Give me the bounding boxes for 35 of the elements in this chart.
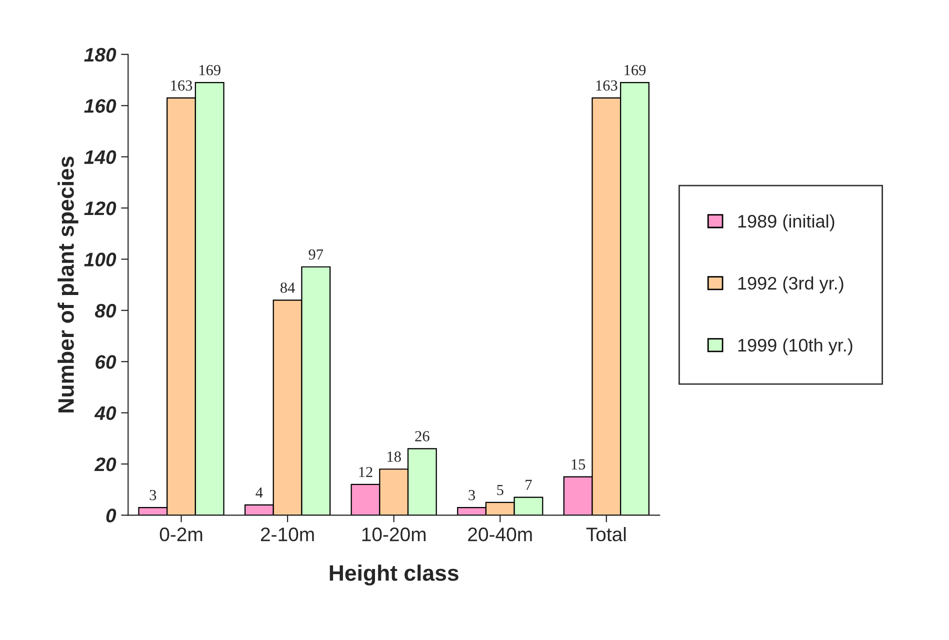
y-tick-label: 20 xyxy=(94,457,116,472)
data-label: 5 xyxy=(497,484,504,496)
legend-label: 1992 (3rd yr.) xyxy=(738,276,844,294)
data-label: 4 xyxy=(256,487,263,498)
y-tick-label: 180 xyxy=(84,48,116,62)
x-tick-label: 0-2m xyxy=(160,528,202,542)
x-tick-label: 10-20m xyxy=(362,528,426,542)
data-label: 18 xyxy=(388,452,401,462)
data-label: 7 xyxy=(526,480,532,490)
legend-label: 1989 (initial) xyxy=(738,214,834,232)
legend-label: 1999 (10th yr.) xyxy=(738,338,852,356)
y-tick-label: 140 xyxy=(84,150,116,164)
y-tick-label: 120 xyxy=(84,201,116,216)
y-tick-label: 40 xyxy=(94,406,116,420)
data-label: 169 xyxy=(624,65,646,76)
data-label: 84 xyxy=(280,282,295,293)
data-label: 97 xyxy=(308,249,324,260)
x-axis-title: Height class xyxy=(330,564,458,586)
y-tick-label: 100 xyxy=(84,252,116,266)
x-tick-label: 20-40m xyxy=(468,528,532,542)
data-label: 12 xyxy=(359,466,372,478)
data-label: 15 xyxy=(572,459,586,470)
y-tick-label: 160 xyxy=(84,99,116,113)
x-tick-label: Total xyxy=(586,527,626,542)
y-axis-title: Number of plant species xyxy=(58,156,78,412)
y-tick-label: 0 xyxy=(106,508,116,522)
data-label: 3 xyxy=(468,490,475,500)
x-tick-label: 2-10m xyxy=(260,528,314,542)
y-tick-label: 60 xyxy=(96,355,116,369)
data-label: 3 xyxy=(150,490,156,500)
y-tick-label: 80 xyxy=(94,304,116,318)
data-label: 163 xyxy=(596,80,618,91)
data-label: 169 xyxy=(199,65,220,76)
data-label: 26 xyxy=(415,431,430,442)
data-label: 163 xyxy=(171,80,192,91)
